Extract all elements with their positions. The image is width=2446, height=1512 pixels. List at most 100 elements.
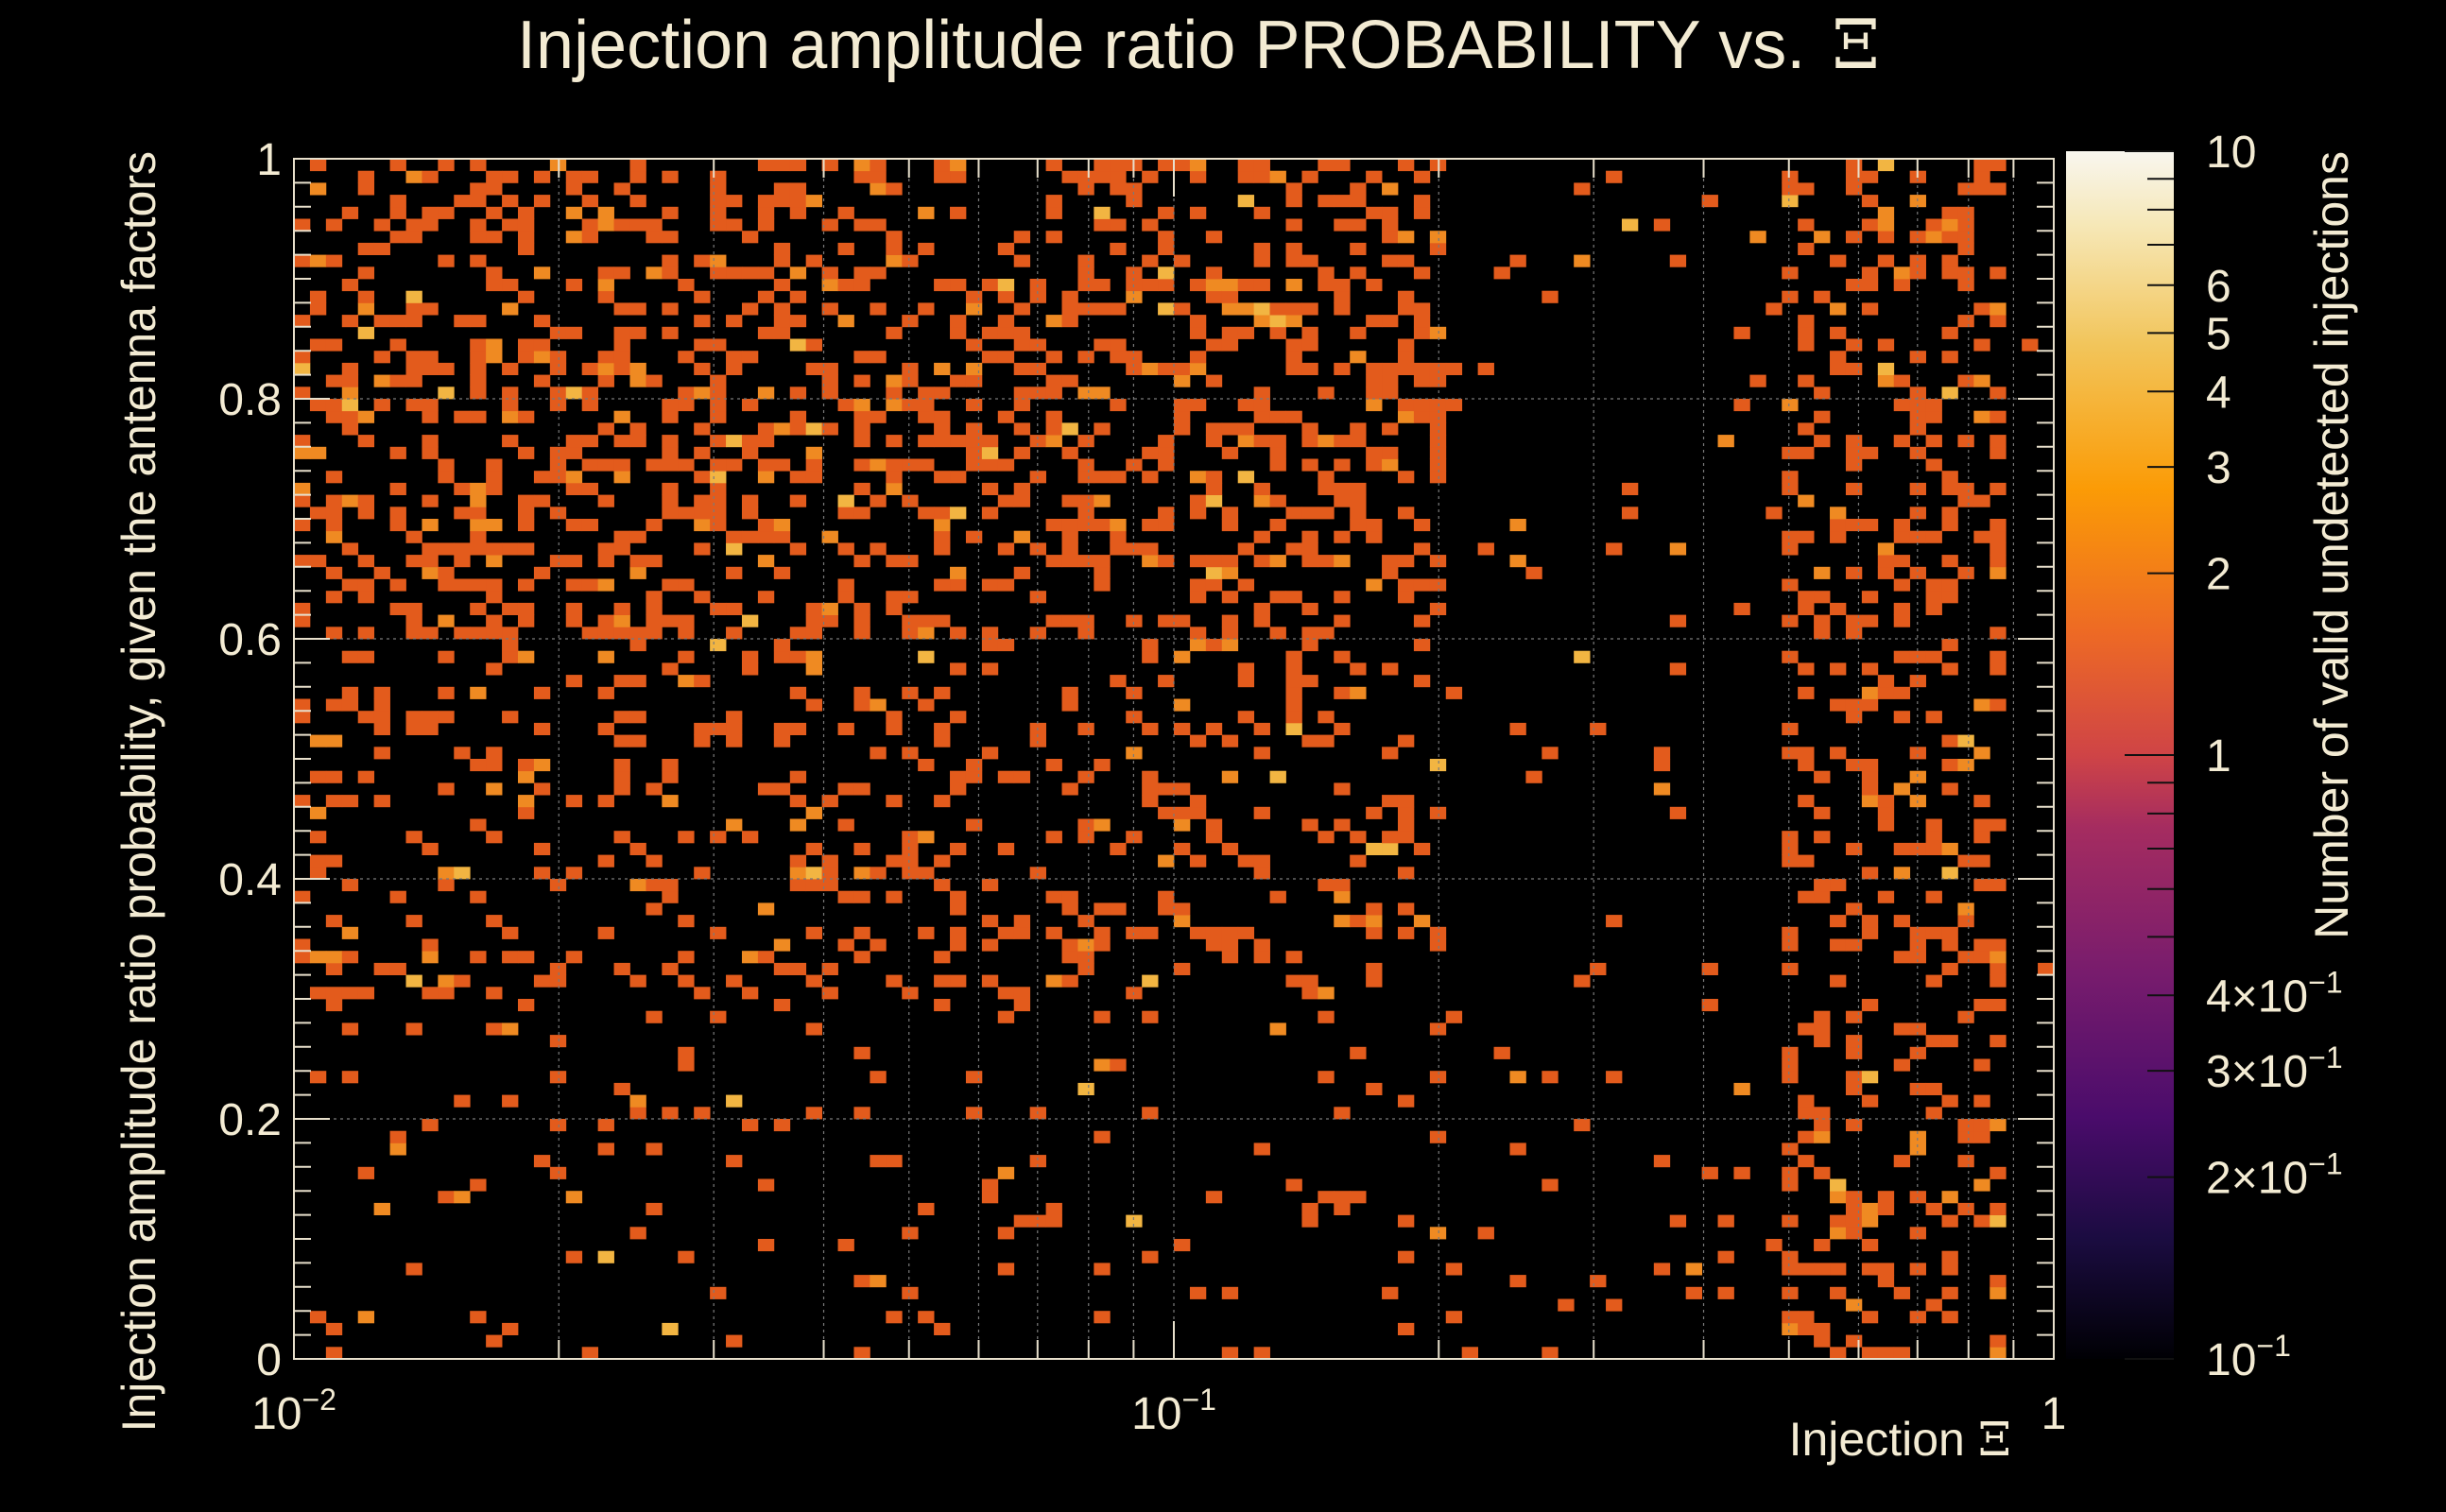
heatmap-cell <box>1285 675 1302 688</box>
heatmap-cell <box>1045 926 1062 939</box>
heatmap-cell <box>1126 1214 1143 1228</box>
heatmap-cell <box>1077 962 1094 975</box>
heatmap-cell <box>1013 530 1031 543</box>
heatmap-cell <box>678 974 695 988</box>
heatmap-cell <box>341 1071 359 1084</box>
heatmap-cell <box>789 686 807 699</box>
heatmap-cell <box>1013 254 1031 267</box>
heatmap-cell <box>405 351 422 364</box>
heatmap-cell <box>853 279 870 292</box>
heatmap-cell <box>1957 951 1974 964</box>
heatmap-cell <box>438 542 455 556</box>
heatmap-cell <box>1413 614 1431 627</box>
heatmap-cell <box>405 1263 422 1276</box>
heatmap-cell <box>502 639 519 652</box>
heatmap-cell <box>581 195 599 208</box>
heatmap-cell <box>1861 266 1879 280</box>
heatmap-cell <box>1814 231 1831 244</box>
heatmap-cell <box>757 195 775 208</box>
heatmap-cell <box>294 446 311 459</box>
heatmap-cell <box>1382 1286 1399 1299</box>
heatmap-cell <box>710 458 727 472</box>
heatmap-cell <box>581 170 599 183</box>
heatmap-cell <box>1094 471 1111 484</box>
heatmap-cell <box>870 170 887 183</box>
heatmap-cell <box>1845 1082 1863 1095</box>
heatmap-cell <box>357 410 375 423</box>
heatmap-cell <box>1590 962 1607 975</box>
heatmap-cell <box>1126 362 1143 375</box>
heatmap-cell <box>805 842 822 855</box>
heatmap-cell <box>1909 1191 1926 1204</box>
heatmap-cell <box>533 686 551 699</box>
heatmap-cell <box>1861 915 1879 928</box>
heatmap-cell <box>470 530 487 543</box>
heatmap-cell <box>1782 399 1799 412</box>
heatmap-cell <box>1814 1119 1831 1132</box>
heatmap-cell <box>1941 759 1958 772</box>
heatmap-cell <box>517 770 535 783</box>
heatmap-cell <box>886 854 903 868</box>
heatmap-cell <box>613 759 630 772</box>
heatmap-cell <box>853 842 870 855</box>
heatmap-cell <box>1990 566 2007 579</box>
heatmap-cell <box>1382 182 1399 196</box>
heatmap-cell <box>1397 818 1415 832</box>
heatmap-cell <box>1973 818 1990 832</box>
heatmap-cell <box>678 1250 695 1263</box>
heatmap-cell <box>294 938 311 952</box>
heatmap-cell <box>773 999 791 1012</box>
heatmap-cell <box>1285 722 1302 735</box>
heatmap-cell <box>486 338 503 352</box>
heatmap-cell <box>405 399 422 412</box>
heatmap-cell <box>1013 915 1031 928</box>
heatmap-cell <box>438 782 455 796</box>
heatmap-cell <box>1766 302 1783 316</box>
heatmap-cell <box>1814 1010 1831 1023</box>
heatmap-cell <box>773 242 791 255</box>
heatmap-cell <box>1205 422 1223 436</box>
heatmap-cell <box>470 627 487 640</box>
heatmap-cell <box>950 938 967 952</box>
heatmap-cell <box>357 711 375 724</box>
heatmap-cell <box>470 578 487 592</box>
heatmap-cell <box>454 867 471 880</box>
heatmap-cell <box>1973 854 1990 868</box>
heatmap-cell <box>1142 218 1159 232</box>
heatmap-cell <box>1334 614 1351 627</box>
heatmap-cell <box>950 159 967 172</box>
heatmap-cell <box>470 890 487 903</box>
heatmap-cell <box>1013 302 1031 316</box>
heatmap-cell <box>1142 519 1159 532</box>
heatmap-cell <box>422 399 439 412</box>
heatmap-cell <box>1893 374 1911 387</box>
heatmap-cell <box>773 530 791 543</box>
heatmap-cell <box>726 315 743 328</box>
heatmap-cell <box>486 1022 503 1036</box>
heatmap-cell <box>1830 602 1847 615</box>
heatmap-cell <box>389 578 406 592</box>
heatmap-cell <box>726 602 743 615</box>
heatmap-cell <box>422 351 439 364</box>
heatmap-cell <box>1397 351 1415 364</box>
heatmap-cell <box>357 435 375 448</box>
heatmap-cell <box>1669 1214 1687 1228</box>
heatmap-cell <box>1957 1202 1974 1215</box>
heatmap-cell <box>1845 902 1863 916</box>
heatmap-cell <box>694 1107 711 1120</box>
heatmap-cell <box>821 374 838 387</box>
heatmap-cell <box>517 578 535 592</box>
heatmap-cell <box>1269 446 1286 459</box>
heatmap-cell <box>422 170 439 183</box>
heatmap-cell <box>1334 530 1351 543</box>
heatmap-cell <box>629 974 646 988</box>
heatmap-cell <box>662 890 679 903</box>
heatmap-cell <box>1334 1107 1351 1120</box>
heatmap-cell <box>918 759 935 772</box>
heatmap-cell <box>981 578 999 592</box>
heatmap-cell <box>1990 410 2007 423</box>
heatmap-cell <box>1269 555 1286 568</box>
heatmap-cell <box>886 482 903 495</box>
